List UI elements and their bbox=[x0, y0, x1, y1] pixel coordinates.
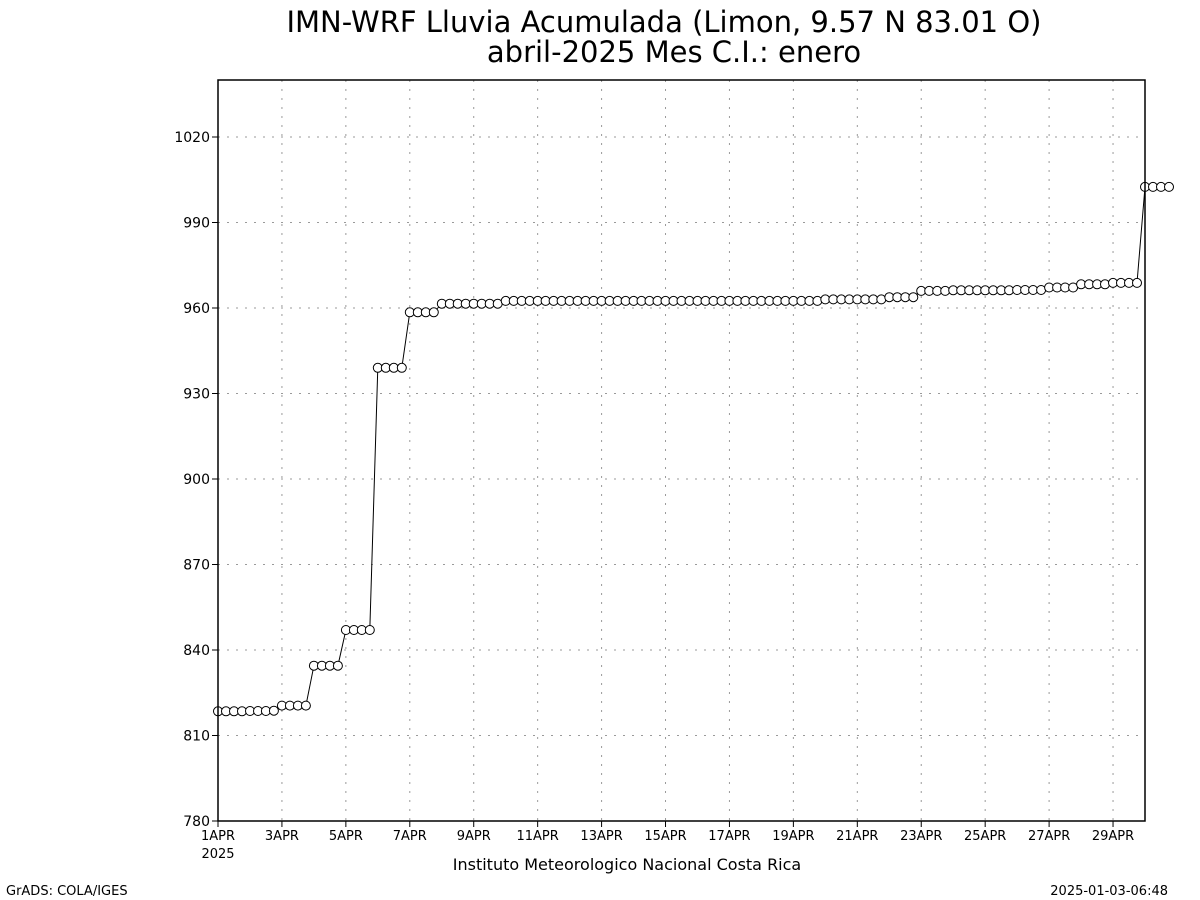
data-point bbox=[332, 660, 343, 671]
x-tick-label: 29APR bbox=[1092, 829, 1134, 844]
x-tick-label: 23APR bbox=[900, 829, 942, 844]
y-tick-label: 930 bbox=[183, 387, 210, 403]
data-point bbox=[396, 362, 407, 373]
grads-credit: GrADS: COLA/IGES bbox=[6, 884, 128, 899]
y-tick-label: 870 bbox=[183, 558, 210, 574]
x-tick-label: 3APR bbox=[265, 829, 299, 844]
x-tick-label: 9APR bbox=[457, 829, 491, 844]
series-points bbox=[213, 181, 1174, 717]
x-tick-label: 25APR bbox=[964, 829, 1006, 844]
y-tick-label: 900 bbox=[183, 472, 210, 488]
institution-label: Instituto Meteorologico Nacional Costa R… bbox=[453, 855, 801, 874]
x-tick-label: 17APR bbox=[708, 829, 750, 844]
x-tick-label: 19APR bbox=[772, 829, 814, 844]
data-point bbox=[428, 307, 439, 318]
x-tick-label: 5APR bbox=[329, 829, 363, 844]
x-tick-label: 21APR bbox=[836, 829, 878, 844]
y-tick-label: 780 bbox=[183, 814, 210, 830]
x-tick-label: 27APR bbox=[1028, 829, 1070, 844]
y-tick-label: 990 bbox=[183, 216, 210, 232]
plot-frame bbox=[217, 79, 1146, 822]
x-tick-label: 1APR bbox=[201, 829, 235, 844]
grid-lines bbox=[218, 80, 1145, 821]
data-point bbox=[364, 625, 375, 635]
y-tick-label: 840 bbox=[183, 643, 210, 659]
data-point bbox=[300, 700, 311, 711]
data-point bbox=[1132, 277, 1142, 288]
x-year-label: 2025 bbox=[201, 847, 234, 862]
y-tick-label: 810 bbox=[183, 729, 210, 745]
x-tick-label: 15APR bbox=[644, 829, 686, 844]
data-point bbox=[268, 705, 279, 716]
data-point bbox=[1164, 181, 1174, 192]
chart-title: IMN-WRF Lluvia Acumulada (Limon, 9.57 N … bbox=[286, 5, 1041, 39]
chart-subtitle: abril-2025 Mes C.I.: enero bbox=[487, 35, 861, 69]
x-axis-ticks: 1APR 3APR 5APR 7APR 9APR 11APR 13APR 15APR 17APR… bbox=[201, 821, 1134, 844]
timestamp-label: 2025-01-03-06:48 bbox=[1050, 884, 1168, 899]
y-tick-label: 1020 bbox=[174, 130, 210, 146]
y-axis-ticks: 780 810 840 870 900 930 960 990 1020 bbox=[174, 130, 218, 830]
x-tick-label: 13APR bbox=[580, 829, 622, 844]
x-tick-label: 11APR bbox=[516, 829, 558, 844]
data-point bbox=[1100, 279, 1110, 290]
y-tick-label: 960 bbox=[183, 301, 210, 317]
x-tick-label: 7APR bbox=[393, 829, 427, 844]
data-point bbox=[908, 292, 919, 303]
